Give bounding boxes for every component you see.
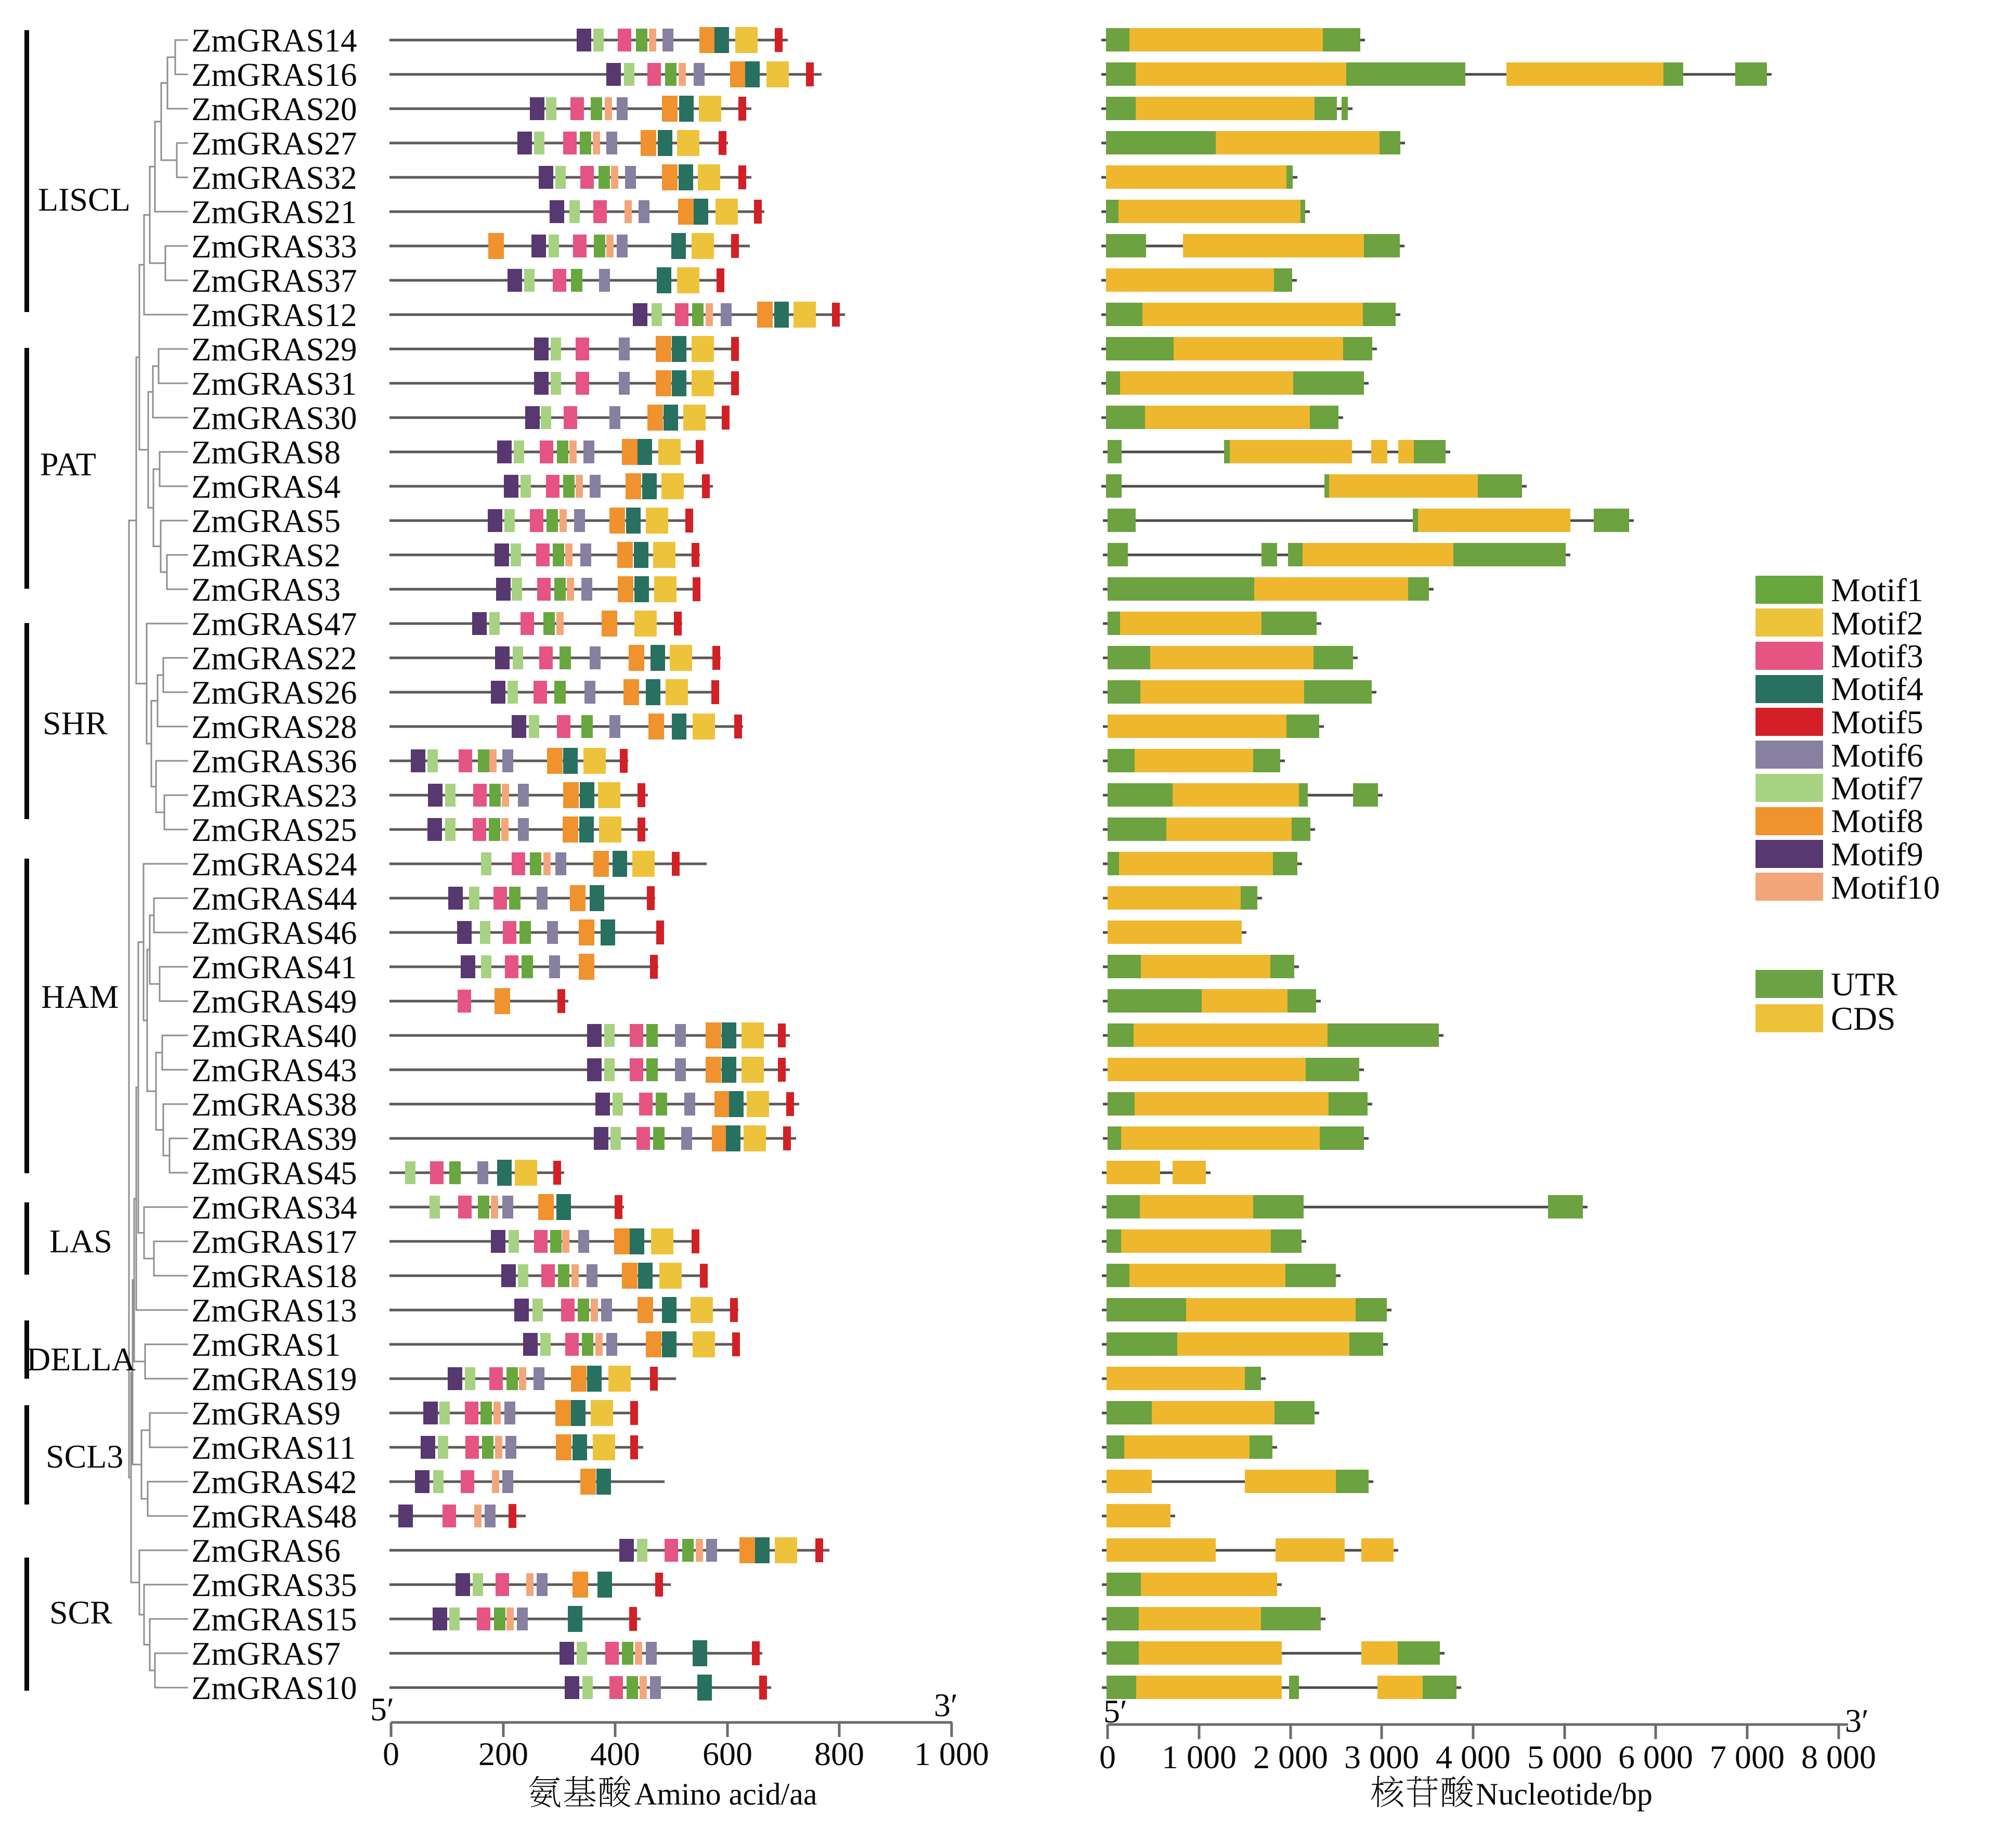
svg-text:ZmGRAS1: ZmGRAS1 [191,1327,341,1363]
svg-text:800: 800 [814,1735,864,1772]
svg-text:200: 200 [478,1735,528,1772]
svg-text:ZmGRAS31: ZmGRAS31 [191,366,357,402]
svg-text:ZmGRAS43: ZmGRAS43 [191,1052,357,1088]
svg-text:ZmGRAS4: ZmGRAS4 [191,469,341,505]
svg-text:Motif10: Motif10 [1831,869,1940,906]
svg-text:400: 400 [590,1735,640,1772]
svg-text:ZmGRAS37: ZmGRAS37 [191,263,357,299]
svg-text:ZmGRAS2: ZmGRAS2 [191,537,341,574]
svg-text:LISCL: LISCL [38,181,131,218]
svg-text:5 000: 5 000 [1527,1739,1602,1775]
svg-text:ZmGRAS12: ZmGRAS12 [191,297,357,333]
svg-text:ZmGRAS34: ZmGRAS34 [191,1189,357,1226]
svg-text:ZmGRAS39: ZmGRAS39 [191,1121,357,1157]
svg-text:ZmGRAS48: ZmGRAS48 [191,1498,357,1535]
svg-text:Motif1: Motif1 [1831,572,1923,608]
svg-text:7 000: 7 000 [1710,1739,1785,1775]
svg-text:3 000: 3 000 [1344,1739,1419,1775]
svg-text:Motif4: Motif4 [1831,670,1923,707]
svg-text:1 000: 1 000 [1162,1739,1237,1775]
svg-text:ZmGRAS5: ZmGRAS5 [191,503,341,539]
svg-text:UTR: UTR [1831,966,1897,1003]
svg-text:HAM: HAM [41,978,119,1015]
svg-text:Motif8: Motif8 [1831,802,1923,839]
svg-text:ZmGRAS6: ZmGRAS6 [191,1533,341,1569]
svg-text:ZmGRAS41: ZmGRAS41 [191,949,357,986]
svg-text:DELLA: DELLA [27,1341,136,1378]
svg-text:ZmGRAS47: ZmGRAS47 [191,606,357,642]
svg-text:2 000: 2 000 [1253,1739,1328,1775]
svg-text:SCL3: SCL3 [46,1438,123,1475]
svg-text:ZmGRAS3: ZmGRAS3 [191,572,341,608]
svg-text:600: 600 [703,1735,752,1772]
svg-text:6 000: 6 000 [1618,1739,1693,1775]
svg-text:ZmGRAS28: ZmGRAS28 [191,709,357,745]
svg-text:3′: 3′ [934,1687,958,1723]
svg-text:ZmGRAS15: ZmGRAS15 [191,1601,357,1638]
svg-text:ZmGRAS21: ZmGRAS21 [191,194,357,230]
svg-text:Motif7: Motif7 [1831,770,1923,807]
svg-text:ZmGRAS20: ZmGRAS20 [191,91,357,127]
svg-text:ZmGRAS30: ZmGRAS30 [191,400,357,436]
svg-text:ZmGRAS45: ZmGRAS45 [191,1155,357,1191]
svg-text:ZmGRAS10: ZmGRAS10 [191,1670,357,1706]
svg-text:ZmGRAS7: ZmGRAS7 [191,1636,341,1672]
svg-text:ZmGRAS25: ZmGRAS25 [191,812,357,848]
svg-text:ZmGRAS29: ZmGRAS29 [191,331,357,368]
svg-text:ZmGRAS24: ZmGRAS24 [191,846,357,883]
svg-text:ZmGRAS27: ZmGRAS27 [191,125,357,162]
svg-text:ZmGRAS33: ZmGRAS33 [191,228,357,265]
svg-text:ZmGRAS42: ZmGRAS42 [191,1464,357,1500]
svg-text:CDS: CDS [1831,1000,1896,1037]
svg-text:SCR: SCR [49,1594,112,1631]
svg-text:ZmGRAS44: ZmGRAS44 [191,880,357,917]
svg-text:5′: 5′ [1103,1693,1127,1730]
svg-text:ZmGRAS26: ZmGRAS26 [191,675,357,711]
svg-text:ZmGRAS36: ZmGRAS36 [191,743,357,780]
svg-text:0: 0 [383,1735,399,1772]
svg-text:Motif5: Motif5 [1831,704,1923,741]
svg-text:ZmGRAS35: ZmGRAS35 [191,1567,357,1603]
svg-text:Motif9: Motif9 [1831,836,1923,873]
svg-text:ZmGRAS18: ZmGRAS18 [191,1258,357,1294]
svg-text:ZmGRAS32: ZmGRAS32 [191,160,357,196]
svg-text:ZmGRAS8: ZmGRAS8 [191,434,341,471]
svg-text:Motif2: Motif2 [1831,605,1923,642]
svg-text:ZmGRAS23: ZmGRAS23 [191,777,357,814]
svg-text:8 000: 8 000 [1801,1739,1876,1775]
svg-text:Amino acid/aa: Amino acid/aa [634,1777,817,1811]
svg-text:Motif3: Motif3 [1831,638,1923,675]
svg-text:LAS: LAS [49,1223,112,1260]
svg-text:PAT: PAT [40,446,96,483]
svg-text:ZmGRAS9: ZmGRAS9 [191,1395,341,1432]
svg-text:ZmGRAS46: ZmGRAS46 [191,915,357,951]
svg-text:4 000: 4 000 [1436,1739,1511,1775]
svg-text:ZmGRAS49: ZmGRAS49 [191,983,357,1020]
svg-text:5′: 5′ [370,1691,394,1728]
svg-text:ZmGRAS16: ZmGRAS16 [191,57,357,93]
svg-text:SHR: SHR [43,705,108,742]
svg-text:1 000: 1 000 [914,1735,989,1772]
svg-text:3′: 3′ [1845,1702,1869,1739]
svg-text:ZmGRAS11: ZmGRAS11 [191,1430,356,1466]
svg-text:ZmGRAS14: ZmGRAS14 [191,22,357,59]
svg-text:ZmGRAS38: ZmGRAS38 [191,1086,357,1123]
svg-text:ZmGRAS40: ZmGRAS40 [191,1018,357,1054]
svg-text:ZmGRAS19: ZmGRAS19 [191,1361,357,1397]
svg-text:ZmGRAS13: ZmGRAS13 [191,1292,357,1329]
svg-text:Nucleotide/bp: Nucleotide/bp [1476,1777,1653,1811]
svg-text:ZmGRAS17: ZmGRAS17 [191,1224,357,1260]
svg-text:Motif6: Motif6 [1831,737,1923,774]
svg-text:0: 0 [1099,1739,1116,1775]
svg-text:ZmGRAS22: ZmGRAS22 [191,640,357,677]
